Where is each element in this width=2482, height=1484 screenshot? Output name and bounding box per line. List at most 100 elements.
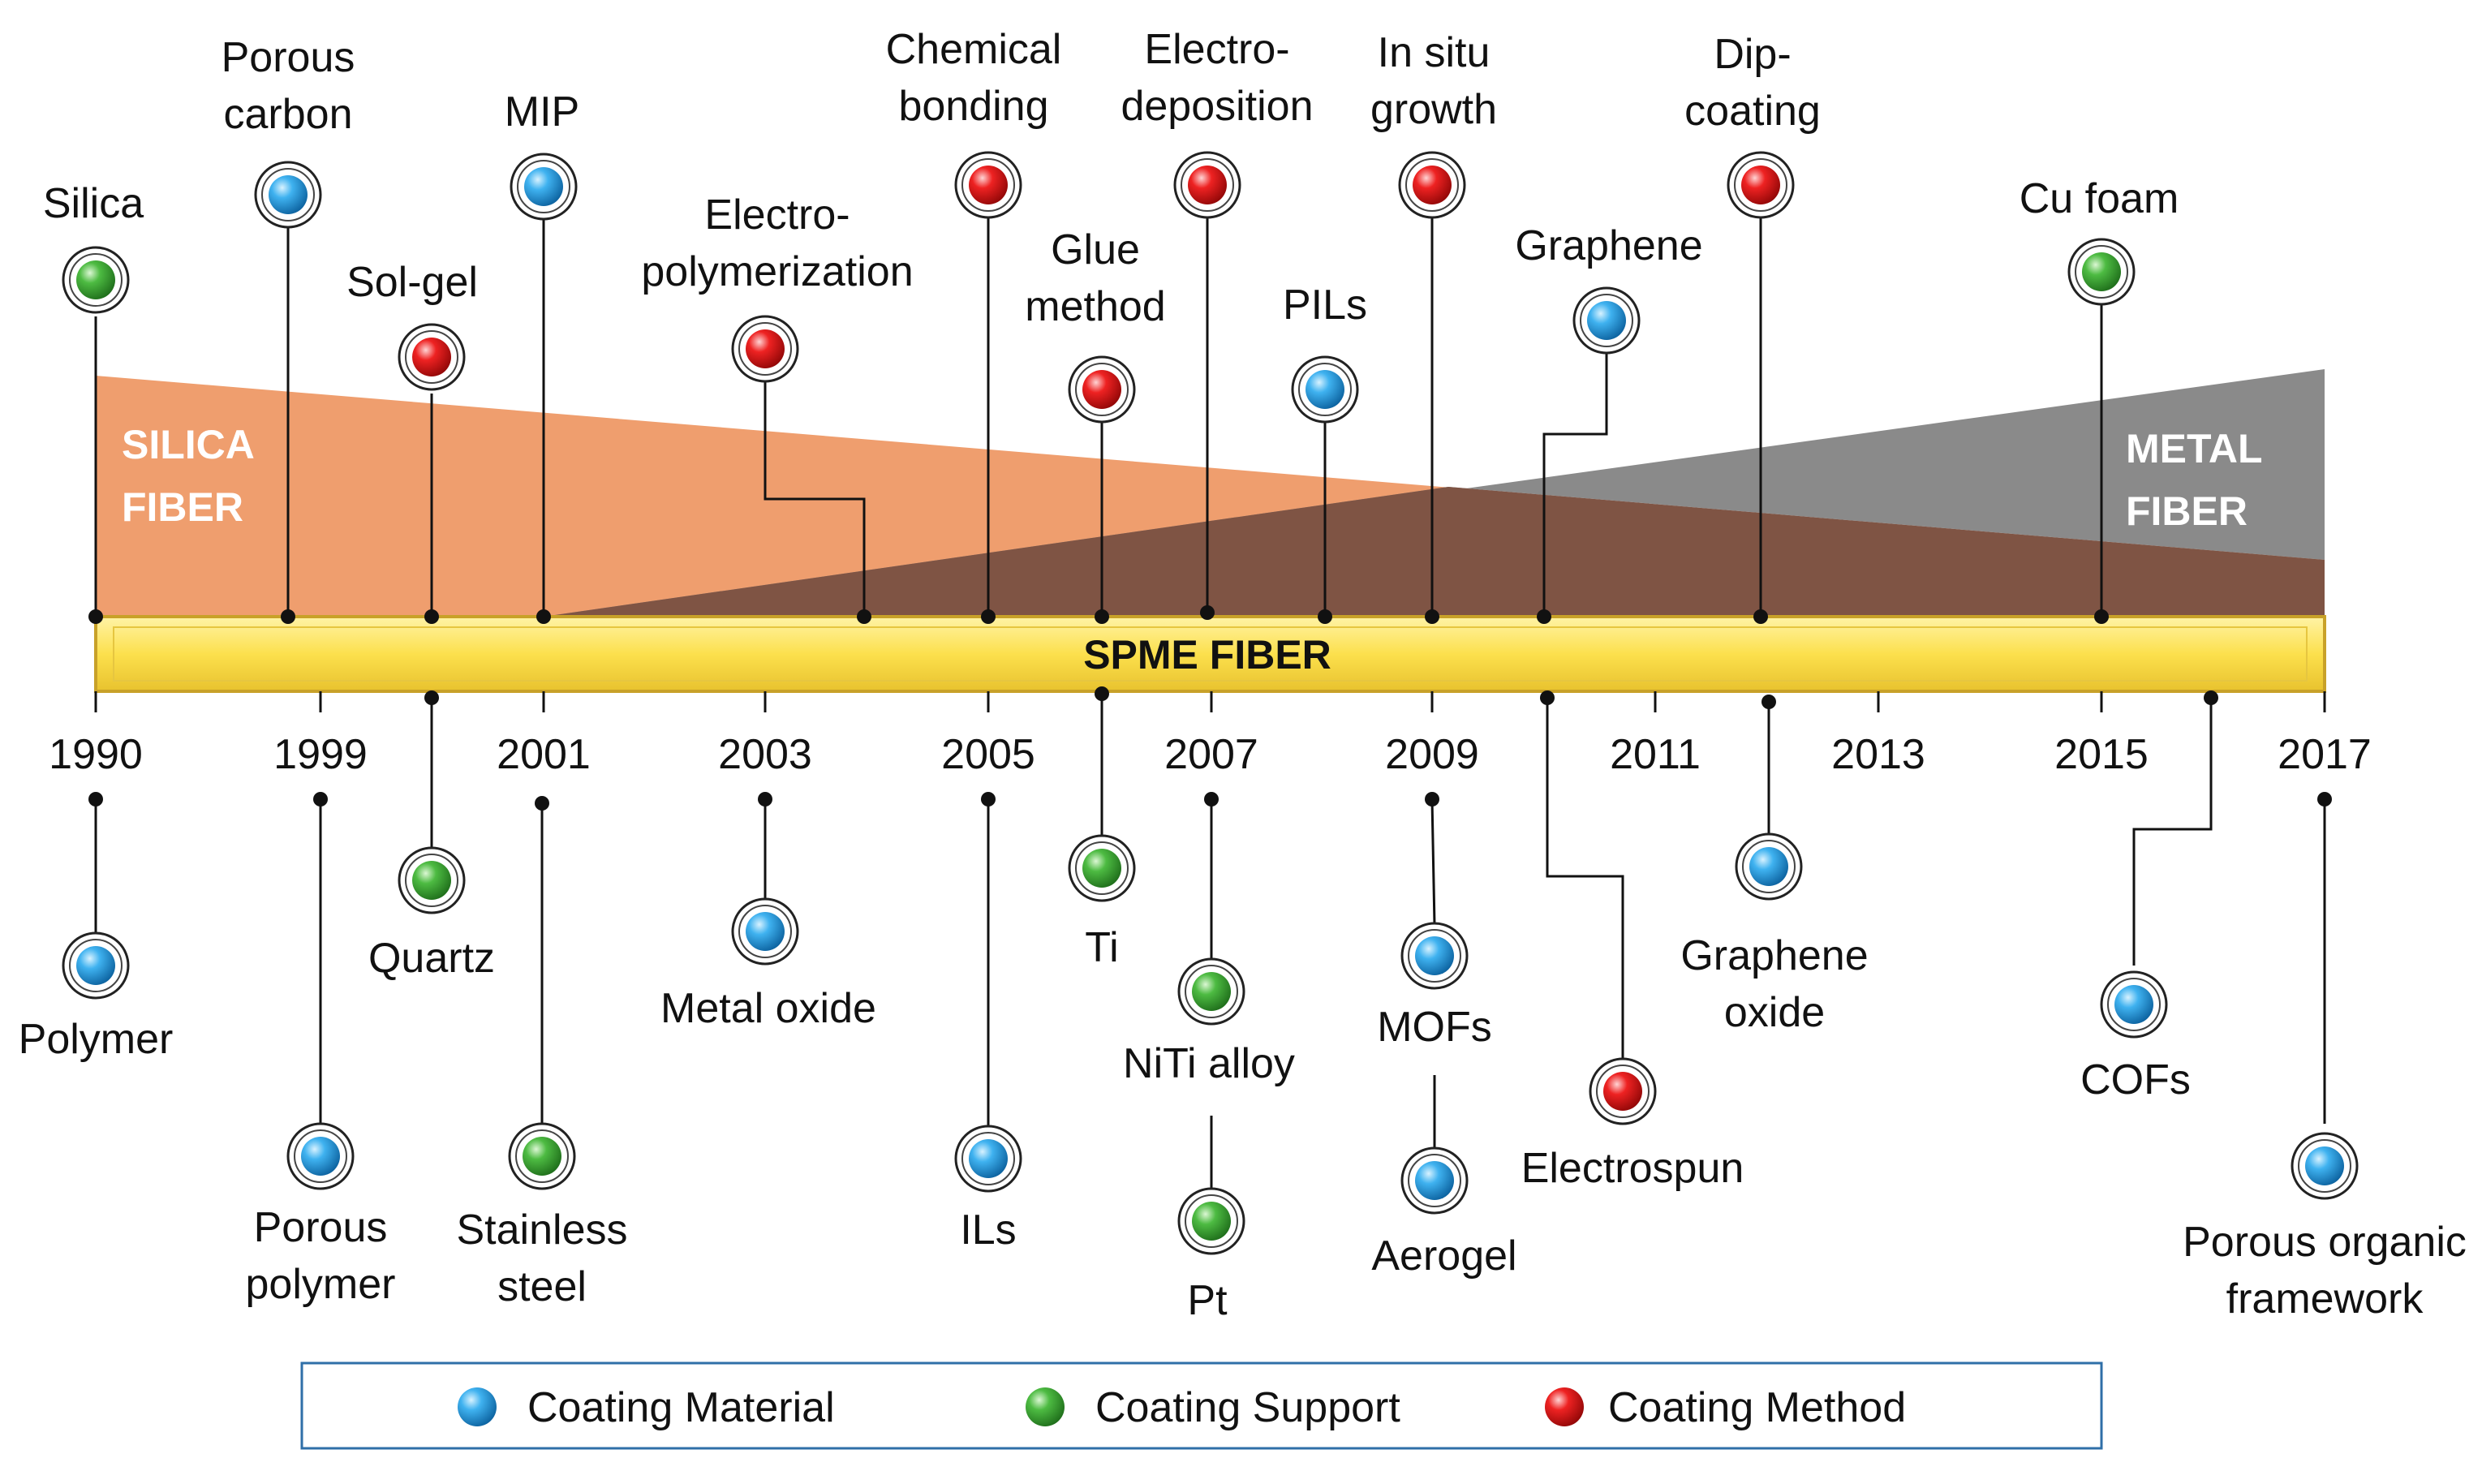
pt-label: Pt [1187,1277,1228,1324]
support-sphere-icon [76,260,115,299]
year-label-2013: 2013 [1831,731,1925,778]
connector-electrospun [1546,698,1624,1075]
connector-cofs [2132,698,2213,966]
cofs-label: COFs [2080,1056,2191,1103]
pils-label: PILs [1283,282,1367,329]
polymer-label: Polymer [19,1016,174,1063]
graphene-oxide-node [1735,832,1803,901]
year-label-2001: 2001 [497,731,591,778]
connector-electropolymerization [764,381,866,617]
junction-dot [1095,686,1109,701]
porous-polymer-label-1: Porous [254,1204,388,1251]
sol-gel-label: Sol-gel [346,259,478,306]
graphene-oxide-label-1: Graphene [1680,932,1868,979]
support-sphere-icon [523,1137,561,1176]
spme-fiber-bar: SPME FIBER [94,615,2326,693]
bar-title: SPME FIBER [1083,632,1331,677]
fiber-bands: SILICA FIBER METAL FIBER [96,369,2325,617]
material-sphere-icon [2305,1146,2344,1185]
connector-mofs [1430,798,1436,926]
cu-foam-node [2067,238,2136,306]
legend-coating-material-label: Coating Material [527,1384,835,1431]
year-label-2003: 2003 [718,731,812,778]
aerogel-label: Aerogel [1371,1232,1516,1280]
material-sphere-icon [746,912,785,951]
glue-method-label-1: Glue [1051,226,1140,273]
stainless-steel-node [508,1122,576,1190]
quartz-label: Quartz [368,935,495,982]
silica-label: Silica [43,180,144,227]
electro-deposition-node [1173,151,1241,219]
mofs-node [1400,922,1469,990]
material-sphere-icon [1306,370,1344,409]
method-sphere-icon [746,329,785,368]
material-sphere-icon [269,175,308,214]
porous-carbon-label-2: carbon [224,91,353,138]
junction-dot [1204,792,1219,807]
legend-coating-support-label: Coating Support [1095,1384,1400,1431]
junction-dot [88,609,103,624]
chemical-bonding-label-1: Chemical [886,26,1062,73]
junction-dot [536,609,551,624]
silica-node [62,246,130,314]
method-sphere-icon [1413,166,1452,204]
spme-fiber-bar-inner [113,626,2308,682]
niti-alloy-label: NiTi alloy [1123,1040,1295,1087]
legend-box [300,1361,2103,1450]
cofs-node [2100,970,2168,1039]
junction-dot [1095,609,1109,624]
pils-node [1291,355,1359,424]
year-axis: 1990 1999 2001 2003 2005 2007 2009 2011 2013 2015… [49,691,2372,778]
porous-organic-framework-label-1: Porous organic [2183,1219,2467,1266]
method-sphere-icon [1603,1072,1642,1111]
method-sphere-icon [412,338,451,376]
year-label-1999: 1999 [273,731,368,778]
junction-dot [2204,690,2218,705]
electro-deposition-label-1: Electro- [1144,26,1289,73]
material-sphere-icon [1415,1161,1454,1200]
metal-band-label-2: FIBER [2126,488,2248,534]
junction-dot [1540,690,1555,705]
junction-dots [88,605,2332,811]
item-nodes: Silica Porous carbon Sol-gel MIP Electro-poly… [19,26,2467,1324]
support-sphere-icon [1192,1202,1231,1241]
electro-polymerization-label-2: polymerization [641,248,913,295]
support-sphere-icon [412,861,451,900]
material-sphere-icon [301,1137,340,1176]
silica-band-label-2: FIBER [122,484,243,530]
junction-dot [1753,609,1768,624]
legend-method-icon [1545,1387,1584,1426]
ti-label: Ti [1085,924,1118,971]
electrospun-node [1589,1057,1657,1125]
year-label-2015: 2015 [2054,731,2149,778]
junction-dot [758,792,772,807]
material-sphere-icon [2114,985,2153,1024]
legend-material-icon [458,1387,497,1426]
dip-coating-label-2: coating [1684,88,1821,135]
stainless-steel-label-1: Stainless [457,1207,628,1254]
junction-dot [424,609,439,624]
method-sphere-icon [1188,166,1227,204]
junction-dot [857,609,871,624]
junction-dot [1425,792,1439,807]
year-label-2011: 2011 [1610,731,1701,778]
porous-polymer-node [286,1122,355,1190]
junction-dot [313,792,328,807]
metal-oxide-node [731,897,799,966]
method-sphere-icon [1082,370,1121,409]
porous-carbon-label-1: Porous [222,34,355,81]
junction-dot [88,792,103,807]
silica-band-label-1: SILICA [122,422,255,467]
dip-coating-label-1: Dip- [1714,31,1791,78]
graphene-oxide-label-2: oxide [1724,989,1825,1036]
junction-dot [535,796,549,811]
year-label-2017: 2017 [2278,731,2372,778]
electrospun-label: Electrospun [1521,1145,1744,1192]
junction-dot [281,609,295,624]
stainless-steel-label-2: steel [497,1263,587,1310]
in-situ-growth-node [1398,151,1466,219]
ils-node [954,1125,1022,1193]
material-sphere-icon [1749,847,1788,886]
pt-node [1177,1187,1245,1255]
chemical-bonding-label-2: bonding [898,83,1048,130]
